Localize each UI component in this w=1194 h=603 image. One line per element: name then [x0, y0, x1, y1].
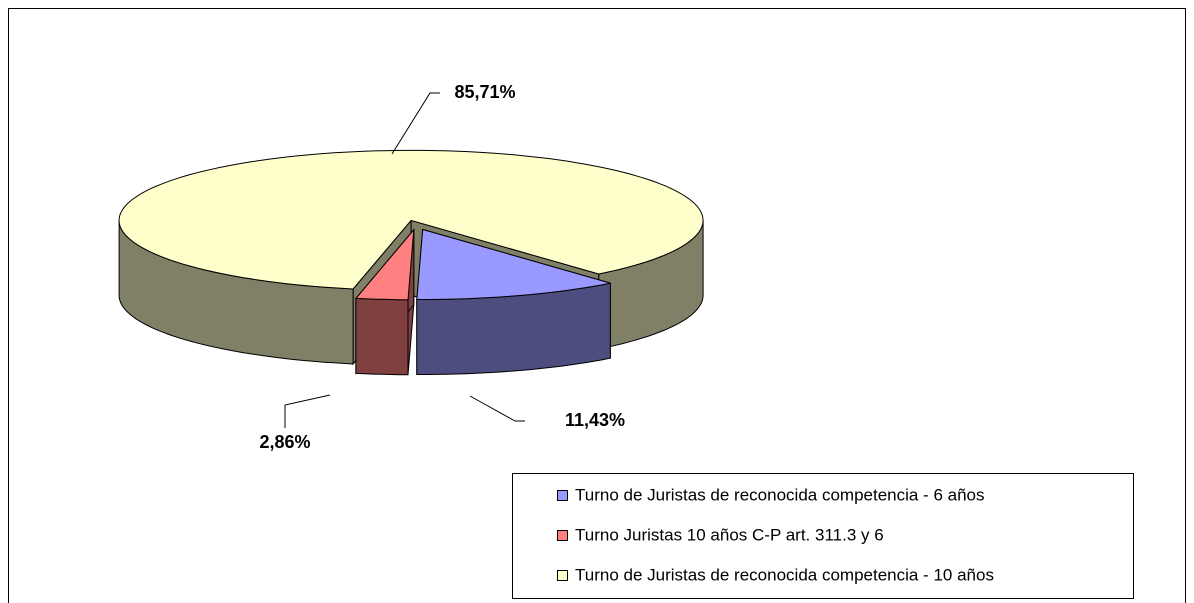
slice-side	[355, 297, 409, 376]
slice	[118, 149, 704, 290]
leader-line	[284, 394, 331, 428]
pie	[118, 149, 704, 376]
legend-label: Turno Juristas 10 años C-P art. 311.3 y …	[575, 525, 884, 544]
legend-swatch	[557, 530, 568, 541]
legend-label: Turno de Juristas de reconocida competen…	[575, 485, 985, 504]
legend-swatch	[557, 490, 568, 501]
data-label: 11,43%	[565, 410, 625, 430]
data-label: 85,71%	[454, 82, 515, 102]
leader-line	[391, 92, 440, 155]
legend-label: Turno de Juristas de reconocida competen…	[575, 565, 994, 584]
slice	[354, 228, 415, 301]
leader-line	[469, 395, 525, 422]
slice	[416, 228, 611, 300]
legend-swatch	[557, 570, 568, 581]
data-label: 2,86%	[259, 432, 310, 452]
legend-entries: Turno de Juristas de reconocida competen…	[557, 485, 994, 584]
data-labels: 11,43% 2,86% 85,71%	[259, 82, 625, 452]
legend	[512, 473, 1134, 599]
